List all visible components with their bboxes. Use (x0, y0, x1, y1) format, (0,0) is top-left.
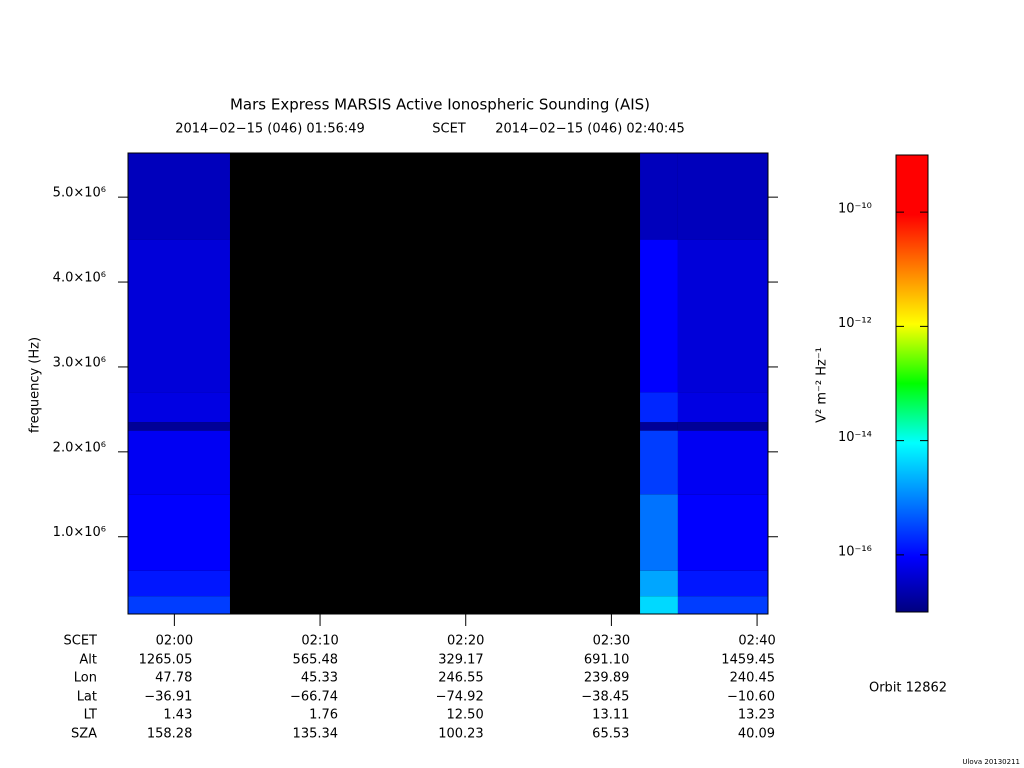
cell (677, 153, 768, 240)
cell (677, 430, 768, 495)
cell (640, 392, 678, 423)
orbit: Orbit 12862 (869, 681, 947, 696)
cell (128, 239, 230, 393)
cell (677, 392, 768, 423)
cell (640, 422, 678, 431)
cell (640, 153, 678, 240)
ephemeris-value: −38.45 (581, 690, 629, 705)
ephemeris-label: SCET (64, 634, 98, 649)
ephemeris-value: 47.78 (155, 671, 192, 686)
version: Ulova 20130211 (962, 758, 1020, 766)
cell (677, 570, 768, 597)
cell (640, 239, 678, 393)
ephemeris-value: 239.89 (584, 671, 630, 686)
ephemeris-label: LT (84, 708, 97, 723)
x-tick-label: 02:40 (738, 634, 775, 649)
cell (640, 430, 678, 495)
colorbar-label: V² m⁻² Hz⁻¹ (815, 347, 830, 423)
ephemeris-value: 1.43 (163, 708, 192, 723)
ephemeris-value: 691.10 (584, 653, 630, 668)
colorbar-tick-label: 10⁻¹⁴ (838, 430, 872, 445)
time-system: SCET (432, 122, 466, 137)
cell (128, 392, 230, 423)
ephemeris-value: 45.33 (301, 671, 338, 686)
ephemeris-label: Alt (79, 653, 97, 668)
chart-title: Mars Express MARSIS Active Ionospheric S… (230, 96, 650, 114)
end-time: 2014−02−15 (046) 02:40:45 (495, 122, 685, 137)
colorbar-tick-label: 10⁻¹² (838, 316, 872, 331)
ephemeris-value: 1459.45 (721, 653, 775, 668)
y-tick-label: 3.0×10⁶ (53, 355, 106, 370)
cell (128, 494, 230, 571)
cell (128, 596, 230, 614)
cell (128, 570, 230, 597)
ephemeris-value: 100.23 (438, 727, 484, 742)
y-axis-label: frequency (Hz) (28, 337, 43, 433)
ephemeris-value: 1265.05 (139, 653, 193, 668)
cell (677, 494, 768, 571)
colorbar-tick-label: 10⁻¹⁶ (838, 544, 872, 559)
cell (677, 596, 768, 614)
ephemeris-label: Lon (74, 671, 97, 686)
ephemeris-value: 240.45 (730, 671, 776, 686)
ephemeris-value: 13.23 (738, 708, 775, 723)
x-tick-label: 02:10 (301, 634, 338, 649)
cell (677, 422, 768, 431)
ephemeris-value: 329.17 (438, 653, 484, 668)
plot-frame (127, 152, 769, 615)
ephemeris-value: 135.34 (293, 727, 339, 742)
y-tick-label: 1.0×10⁶ (53, 525, 106, 540)
ephemeris-value: 246.55 (438, 671, 484, 686)
ephemeris-value: 565.48 (293, 653, 339, 668)
ephemeris-value: −36.91 (144, 690, 192, 705)
colorbar-tick-label: 10⁻¹⁰ (838, 202, 872, 217)
cell (640, 596, 678, 614)
start-time: 2014−02−15 (046) 01:56:49 (175, 122, 365, 137)
ephemeris-value: 13.11 (592, 708, 629, 723)
cell (677, 239, 768, 393)
ephemeris-value: 12.50 (447, 708, 484, 723)
y-tick-label: 5.0×10⁶ (53, 186, 106, 201)
ephemeris-value: 65.53 (592, 727, 629, 742)
ephemeris-value: −66.74 (290, 690, 338, 705)
cell (640, 570, 678, 597)
ephemeris-value: 158.28 (147, 727, 193, 742)
y-tick-label: 4.0×10⁶ (53, 271, 106, 286)
cell (640, 494, 678, 571)
ephemeris-value: −10.60 (727, 690, 775, 705)
x-tick-label: 02:30 (593, 634, 630, 649)
cell (128, 422, 230, 431)
x-tick-label: 02:00 (156, 634, 193, 649)
ephemeris-label: Lat (77, 690, 97, 705)
ephemeris-value: −74.92 (436, 690, 484, 705)
x-tick-label: 02:20 (447, 634, 484, 649)
ephemeris-value: 40.09 (738, 727, 775, 742)
y-tick-label: 2.0×10⁶ (53, 440, 106, 455)
cell (128, 430, 230, 495)
cell (128, 153, 230, 240)
ephemeris-value: 1.76 (309, 708, 338, 723)
ephemeris-label: SZA (71, 727, 97, 742)
colorbar (895, 154, 929, 613)
